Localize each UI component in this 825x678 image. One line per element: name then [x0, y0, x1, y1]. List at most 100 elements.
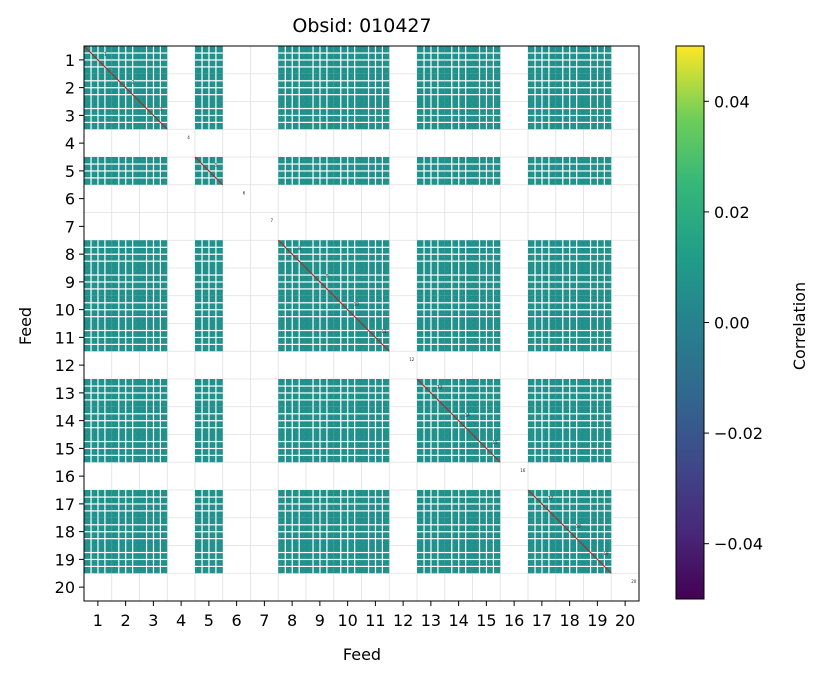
diagonal-feed-label: 16: [520, 468, 526, 473]
diagonal-feed-label: 8: [298, 246, 301, 251]
heatmap-cell-1-5: [195, 46, 223, 74]
heatmap-cell-14-3: [139, 406, 168, 435]
heatmap-cell-17-11: [361, 490, 390, 518]
heatmap-cell-10-5: [195, 295, 223, 324]
colorbar-tick-label: −0.02: [714, 424, 763, 443]
y-tick-label: 4: [65, 134, 75, 153]
heatmap-cell-13-1: [84, 379, 112, 407]
x-tick-label: 15: [476, 611, 496, 630]
heatmap-cell-5-17: [528, 157, 556, 185]
heatmap-cell-18-2: [111, 517, 140, 546]
diagonal-feed-label: 10: [354, 301, 360, 306]
heatmap-cell-9-5: [195, 268, 223, 296]
heatmap-cell-9-13: [417, 268, 445, 296]
diagonal-feed-label: 12: [409, 357, 415, 362]
heatmap-cell-2-10: [333, 73, 362, 102]
heatmap-cell-14-13: [417, 406, 445, 435]
heatmap-cell-8-3: [139, 240, 168, 268]
heatmap-cell-17-10: [333, 490, 362, 518]
x-tick-label: 8: [287, 611, 297, 630]
diagonal-segment-17: [527, 489, 557, 519]
heatmap-cell-11-14: [444, 323, 473, 352]
diagonal-feed-label: 9: [326, 274, 329, 279]
heatmap-cell-17-15: [472, 490, 501, 518]
heatmap-cell-2-1: [84, 73, 112, 102]
heatmap-cell-15-5: [195, 434, 223, 463]
heatmap-cell-11-1: [84, 323, 112, 352]
colorbar-ticks: 0.04 0.02 0.00 −0.02 −0.04: [704, 92, 763, 554]
diagonal-segment-18: [555, 517, 584, 546]
diagonal-segment-11: [361, 323, 390, 352]
y-tick-label: 15: [55, 439, 75, 458]
diagonal-feed-label: 6: [243, 190, 246, 195]
x-tick-label: 2: [121, 611, 131, 630]
heatmap-cell-5-1: [84, 157, 112, 185]
diagonal-feed-label: 5: [215, 163, 218, 168]
y-tick-label: 6: [65, 190, 75, 209]
heatmap-cell-11-8: [278, 323, 306, 352]
heatmap-cell-3-5: [195, 101, 223, 130]
heatmap-cell-15-14: [444, 434, 473, 463]
x-tick-label: 13: [421, 611, 441, 630]
heatmap-cell-2-8: [278, 73, 306, 102]
diagonal-feed-label: 7: [270, 218, 273, 223]
heatmap-cell-11-9: [306, 323, 334, 352]
heatmap-cell-17-1: [84, 490, 112, 518]
heatmap-cell-19-9: [306, 545, 334, 574]
diagonal-feed-label: 3: [159, 107, 162, 112]
heatmap-cell-10-1: [84, 295, 112, 324]
heatmap-cell-10-11: [361, 295, 390, 324]
heatmap-cell-2-15: [472, 73, 501, 102]
heatmap-cell-9-1: [84, 268, 112, 296]
colorbar-tick-label: −0.04: [714, 535, 763, 554]
y-tick-label: 9: [65, 273, 75, 292]
heatmap-cell-17-19: [583, 490, 612, 518]
heatmap-cell-2-17: [528, 73, 556, 102]
heatmap-cell-13-11: [361, 379, 390, 407]
heatmap-cell-5-13: [417, 157, 445, 185]
heatmap-cell-13-3: [139, 379, 168, 407]
heatmap-cell-3-2: [111, 101, 140, 130]
heatmap-cell-18-13: [417, 517, 445, 546]
x-tick-label: 5: [204, 611, 214, 630]
heatmap-cell-8-14: [444, 240, 473, 268]
y-tick-label: 1: [65, 51, 75, 70]
heatmap-cell-9-18: [555, 268, 584, 296]
diagonal-segment-5: [194, 156, 224, 186]
heatmap-cell-1-3: [139, 46, 168, 74]
heatmap-cell-17-18: [555, 490, 584, 518]
x-tick-label: 9: [315, 611, 325, 630]
heatmap-cell-3-15: [472, 101, 501, 130]
diagonal-feed-label: 17: [548, 496, 554, 501]
heatmap-cell-1-15: [472, 46, 501, 74]
heatmap-cell-14-19: [583, 406, 612, 435]
heatmap-cell-2-14: [444, 73, 473, 102]
heatmap-cells: [84, 46, 612, 574]
heatmap-cell-19-18: [555, 545, 584, 574]
heatmap-cell-19-15: [472, 545, 501, 574]
x-tick-label: 11: [365, 611, 385, 630]
heatmap-cell-11-13: [417, 323, 445, 352]
heatmap-cell-3-11: [361, 101, 390, 130]
heatmap-cell-19-3: [139, 545, 168, 574]
heatmap-cell-9-10: [333, 268, 362, 296]
heatmap-cell-2-13: [417, 73, 445, 102]
heatmap-cell-1-8: [278, 46, 306, 74]
heatmap-cell-14-8: [278, 406, 306, 435]
heatmap-cell-11-2: [111, 323, 140, 352]
heatmap-cell-13-8: [278, 379, 306, 407]
diagonal-segment-19: [583, 545, 612, 574]
heatmap-cell-11-17: [528, 323, 556, 352]
heatmap-cell-15-11: [361, 434, 390, 463]
heatmap-cell-19-11: [361, 545, 390, 574]
diagonal-feed-label: 4: [187, 135, 190, 140]
heatmap-cell-18-3: [139, 517, 168, 546]
heatmap-cell-17-3: [139, 490, 168, 518]
y-tick-label: 14: [55, 412, 75, 431]
x-axis-label: Feed: [343, 645, 381, 664]
y-tick-label: 19: [55, 550, 75, 569]
heatmap-cell-18-19: [583, 517, 612, 546]
heatmap-cell-5-8: [278, 157, 306, 185]
diagonal-segment-2: [111, 73, 140, 102]
heatmap-cell-3-19: [583, 101, 612, 130]
